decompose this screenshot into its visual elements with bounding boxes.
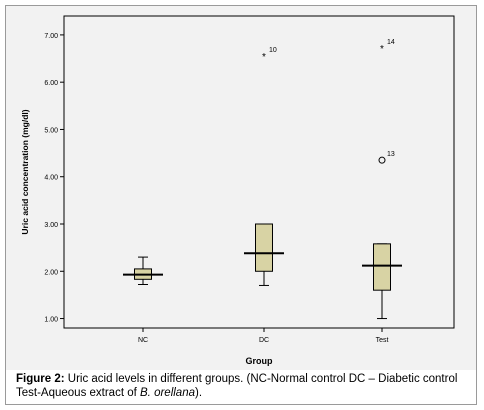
x-axis-label: Group [246, 356, 273, 366]
outlier-label: 13 [387, 151, 395, 158]
outlier-label: 10 [269, 47, 277, 54]
outlier-label: 14 [387, 39, 395, 46]
caption-label: Figure 2: [16, 373, 65, 385]
plot-frame [63, 15, 455, 329]
caption-end: ). [195, 387, 203, 399]
boxplot-chart: 1.00 2.00 3.00 4.00 5.00 6.00 7.00 Uric acid co… [20, 15, 455, 366]
caption-text: Uric acid levels in different groups. (N… [16, 373, 458, 399]
outlier-star: * [380, 44, 384, 55]
box-dc [255, 223, 273, 272]
outlier-circle [378, 156, 386, 164]
x-tick-label: Test [376, 337, 389, 344]
y-tick-label: 3.00 [44, 222, 58, 229]
figure: 1.00 2.00 3.00 4.00 5.00 6.00 7.00 Uric acid co… [5, 5, 477, 405]
x-tick-label: DC [259, 337, 269, 344]
y-tick-label: 6.00 [44, 80, 58, 87]
x-tick-label: NC [138, 337, 148, 344]
chart-area: 1.00 2.00 3.00 4.00 5.00 6.00 7.00 Uric acid co… [6, 6, 476, 370]
y-tick-label: 1.00 [44, 317, 58, 324]
figure-caption: Figure 2: Uric acid levels in different … [16, 372, 471, 400]
y-tick-label: 2.00 [44, 269, 58, 276]
y-tick-label: 7.00 [44, 33, 58, 40]
outlier-star: * [262, 52, 266, 63]
y-axis-label: Uric acid concentration (mg/dl) [20, 109, 30, 234]
box-test [373, 243, 391, 291]
caption-species: B. orellana [140, 387, 195, 399]
y-tick-label: 5.00 [44, 127, 58, 134]
y-tick-label: 4.00 [44, 175, 58, 182]
